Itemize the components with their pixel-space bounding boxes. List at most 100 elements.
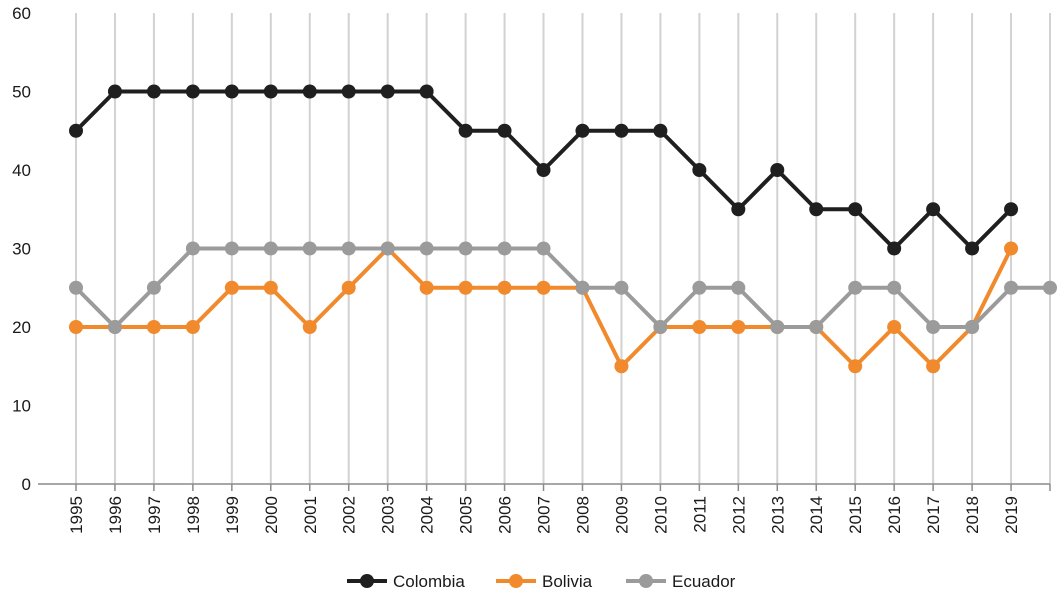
x-tick-label: 1998	[184, 496, 203, 534]
data-point-bolivia-2000	[263, 280, 278, 295]
data-point-ecuador-1996	[107, 320, 122, 334]
series-layer	[69, 84, 1057, 374]
data-point-ecuador-end	[1043, 280, 1057, 295]
data-point-ecuador-1995	[69, 280, 83, 295]
data-point-bolivia-1997	[146, 320, 161, 334]
x-tick-label: 2005	[457, 496, 476, 534]
data-point-bolivia-2005	[458, 280, 473, 295]
legend-item-bolivia: Bolivia	[496, 572, 593, 591]
data-point-bolivia-2002	[341, 280, 356, 295]
legend-label: Colombia	[393, 572, 465, 591]
data-point-colombia-2002	[341, 84, 356, 99]
x-tick-label: 2002	[340, 496, 359, 534]
data-point-ecuador-2018	[965, 320, 980, 334]
x-tick-label: 1997	[145, 496, 164, 534]
x-tick-label: 2003	[379, 496, 398, 534]
axes: 1995 1996 1997 1998 1999 2000 2001 2002 2003 2004…	[12, 4, 1051, 534]
x-tick-label: 2000	[262, 496, 281, 534]
data-point-ecuador-2014	[809, 320, 824, 334]
data-point-colombia-2010	[653, 123, 668, 138]
data-point-ecuador-2009	[614, 280, 629, 295]
data-point-colombia-1998	[185, 84, 200, 99]
data-point-ecuador-2003	[380, 241, 395, 256]
data-point-ecuador-2006	[497, 241, 512, 256]
data-point-ecuador-2001	[302, 241, 317, 256]
data-point-colombia-2018	[965, 241, 980, 256]
data-point-colombia-2014	[809, 202, 824, 217]
x-tick-label: 1995	[67, 496, 86, 534]
y-tick-label: 40	[12, 161, 31, 180]
data-point-bolivia-2016	[887, 320, 902, 334]
data-point-colombia-2009	[614, 123, 629, 138]
legend-swatch-marker	[360, 574, 374, 588]
data-point-bolivia-2009	[614, 359, 629, 374]
x-tick-label: 2004	[418, 496, 437, 534]
data-point-bolivia-2004	[419, 280, 434, 295]
x-tick-label: 2016	[885, 496, 904, 534]
data-point-colombia-2016	[887, 241, 902, 256]
series-colombia	[69, 84, 1019, 256]
data-point-ecuador-2005	[458, 241, 473, 256]
data-point-colombia-2004	[419, 84, 434, 99]
data-point-bolivia-2019	[1004, 241, 1019, 256]
data-point-colombia-2017	[926, 202, 941, 217]
legend-swatch-marker	[639, 574, 653, 588]
data-point-ecuador-2016	[887, 280, 902, 295]
data-point-ecuador-1999	[224, 241, 239, 256]
data-point-colombia-2005	[458, 123, 473, 138]
data-point-ecuador-2010	[653, 320, 668, 334]
data-point-colombia-2013	[770, 163, 785, 177]
x-tick-label: 2001	[301, 496, 320, 534]
data-point-ecuador-2000	[263, 241, 278, 256]
x-tick-label: 2009	[612, 496, 631, 534]
y-tick-label: 10	[12, 397, 31, 416]
data-point-bolivia-2012	[731, 320, 746, 334]
data-point-colombia-1996	[107, 84, 122, 99]
legend-item-ecuador: Ecuador	[626, 572, 736, 591]
data-point-bolivia-2011	[692, 320, 707, 334]
x-tick-label: 2006	[496, 496, 515, 534]
y-tick-label: 20	[12, 318, 31, 337]
x-tick-label: 2014	[807, 496, 826, 534]
data-point-colombia-2012	[731, 202, 746, 217]
x-tick-label: 2019	[1002, 496, 1021, 534]
data-point-colombia-2000	[263, 84, 278, 99]
data-point-ecuador-2017	[926, 320, 941, 334]
legend-swatch-marker	[509, 574, 523, 588]
x-tick-label: 1999	[223, 496, 242, 534]
data-point-colombia-2011	[692, 163, 707, 177]
data-point-colombia-2006	[497, 123, 512, 138]
data-point-colombia-2001	[302, 84, 317, 99]
data-point-ecuador-2019	[1004, 280, 1019, 295]
x-tick-label: 2010	[651, 496, 670, 534]
x-tick-label: 2015	[846, 496, 865, 534]
data-point-ecuador-2007	[536, 241, 551, 256]
data-point-colombia-1999	[224, 84, 239, 99]
data-point-ecuador-2002	[341, 241, 356, 256]
data-point-bolivia-2006	[497, 280, 512, 295]
data-point-bolivia-2007	[536, 280, 551, 295]
legend-label: Bolivia	[542, 572, 593, 591]
legend-item-colombia: Colombia	[347, 572, 465, 591]
data-point-ecuador-2015	[848, 280, 863, 295]
data-point-bolivia-1995	[69, 320, 83, 334]
series-ecuador	[69, 241, 1057, 334]
x-tick-label: 2017	[924, 496, 943, 534]
data-point-colombia-2019	[1004, 202, 1019, 217]
data-point-bolivia-2015	[848, 359, 863, 374]
x-tick-label: 2012	[729, 496, 748, 534]
x-tick-label: 2013	[768, 496, 787, 534]
data-point-bolivia-2017	[926, 359, 941, 374]
data-point-ecuador-1998	[185, 241, 200, 256]
y-tick-label: 50	[12, 83, 31, 102]
y-tick-label: 0	[22, 475, 31, 494]
data-point-ecuador-1997	[146, 280, 161, 295]
data-point-bolivia-1999	[224, 280, 239, 295]
y-tick-label: 60	[12, 4, 31, 23]
data-point-ecuador-2013	[770, 320, 785, 334]
data-point-colombia-1997	[146, 84, 161, 99]
x-tick-label: 2007	[535, 496, 554, 534]
x-tick-label: 1996	[106, 496, 125, 534]
data-point-ecuador-2004	[419, 241, 434, 256]
